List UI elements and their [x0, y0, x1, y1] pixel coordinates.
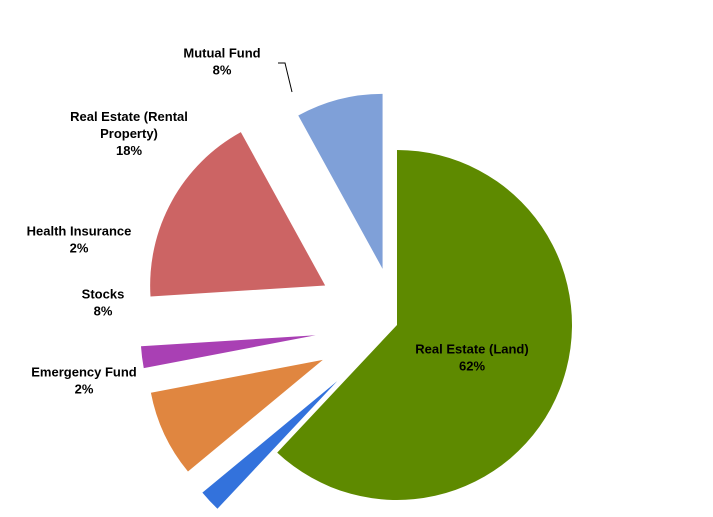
slice-name-label: Mutual Fund: [183, 46, 260, 61]
pie-slice-stocks: [150, 359, 323, 472]
slice-name-label: Real Estate (Rental: [70, 109, 188, 124]
slice-value-label: 8%: [94, 304, 113, 319]
data-label-mutual-fund: Mutual Fund 8%: [183, 46, 260, 78]
slice-name-label: Emergency Fund: [31, 365, 137, 380]
slice-value-label: 8%: [213, 63, 232, 78]
slice-value-label: 18%: [116, 143, 142, 158]
data-label-stocks: Stocks 8%: [82, 287, 125, 319]
pie-slices: [140, 93, 572, 509]
pie-labels: Real Estate (Land) 62% Emergency Fund 2% Sto…: [27, 46, 529, 397]
data-label-emergency-fund: Emergency Fund 2%: [31, 365, 137, 397]
slice-name-label: Property): [100, 126, 158, 141]
pie-slice-real-estate-land: [277, 150, 572, 500]
slice-name-label: Stocks: [82, 287, 125, 302]
mutual-fund-leader-line: [278, 62, 293, 93]
slice-value-label: 62%: [459, 359, 485, 374]
slice-name-label: Real Estate (Land): [415, 342, 528, 357]
data-label-health-insurance: Health Insurance 2%: [27, 224, 132, 256]
slice-value-label: 2%: [75, 382, 94, 397]
slice-value-label: 2%: [70, 241, 89, 256]
pie-slice-real-estate-rental-property: [150, 132, 326, 297]
pie-slice-health-insurance: [140, 335, 316, 369]
slice-name-label: Health Insurance: [27, 224, 132, 239]
data-label-real-estate-land: Real Estate (Land) 62%: [415, 342, 528, 374]
pie-slice-mutual-fund: [298, 93, 383, 269]
pie-slice-emergency-fund: [202, 381, 338, 509]
data-label-real-estate-rental-property: Real Estate (Rental Property) 18%: [70, 109, 188, 158]
